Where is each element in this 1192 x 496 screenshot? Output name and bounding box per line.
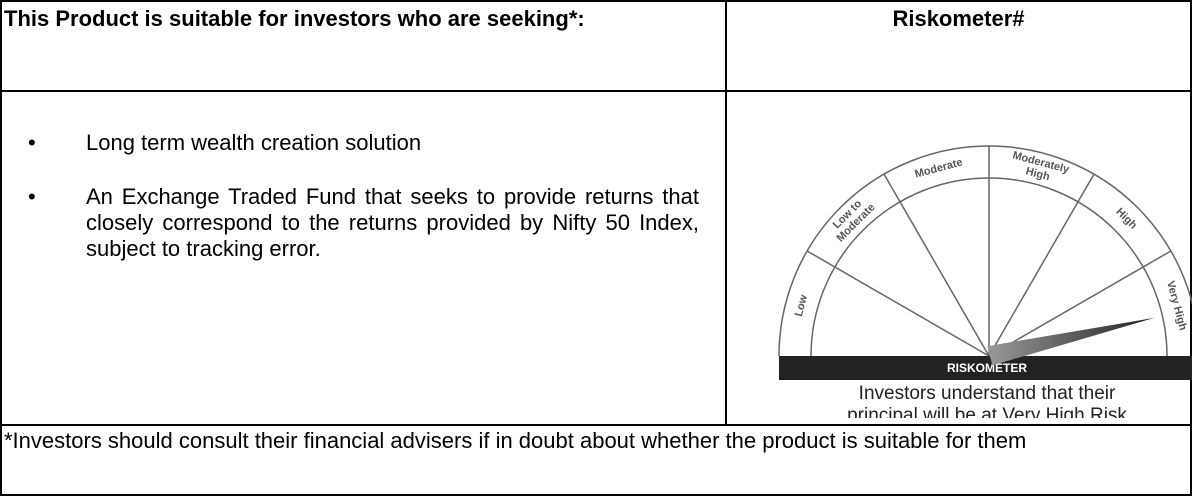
riskometer: RISKOMETER Investors understand that the…	[727, 92, 1192, 418]
dial-divider	[807, 251, 989, 356]
dial-divider	[989, 251, 1171, 356]
risk-level: High	[1113, 206, 1139, 232]
header-right: Riskometer#	[726, 1, 1191, 91]
page: This Product is suitable for investors w…	[0, 0, 1192, 487]
bullet-list: Long term wealth creation solution An Ex…	[4, 130, 699, 262]
header-left: This Product is suitable for investors w…	[1, 1, 726, 91]
risk-level: Moderate	[914, 156, 964, 180]
bullet: Long term wealth creation solution	[86, 130, 699, 156]
bullet: An Exchange Traded Fund that seeks to pr…	[86, 184, 699, 262]
riskometer-cell: RISKOMETER Investors understand that the…	[726, 91, 1191, 425]
suitability-cell: Long term wealth creation solution An Ex…	[1, 91, 726, 425]
dial-divider	[884, 174, 989, 356]
caption: Investors understand that their	[859, 383, 1116, 404]
caption: principal will be at Very High Risk	[847, 405, 1127, 418]
product-table: This Product is suitable for investors w…	[0, 0, 1192, 496]
dial-label: RISKOMETER	[947, 361, 1027, 375]
dial-divider	[989, 174, 1094, 356]
footnote: *Investors should consult their financia…	[1, 425, 1191, 495]
risk-level: Very High	[1164, 280, 1189, 332]
risk-level: Low	[793, 293, 810, 318]
